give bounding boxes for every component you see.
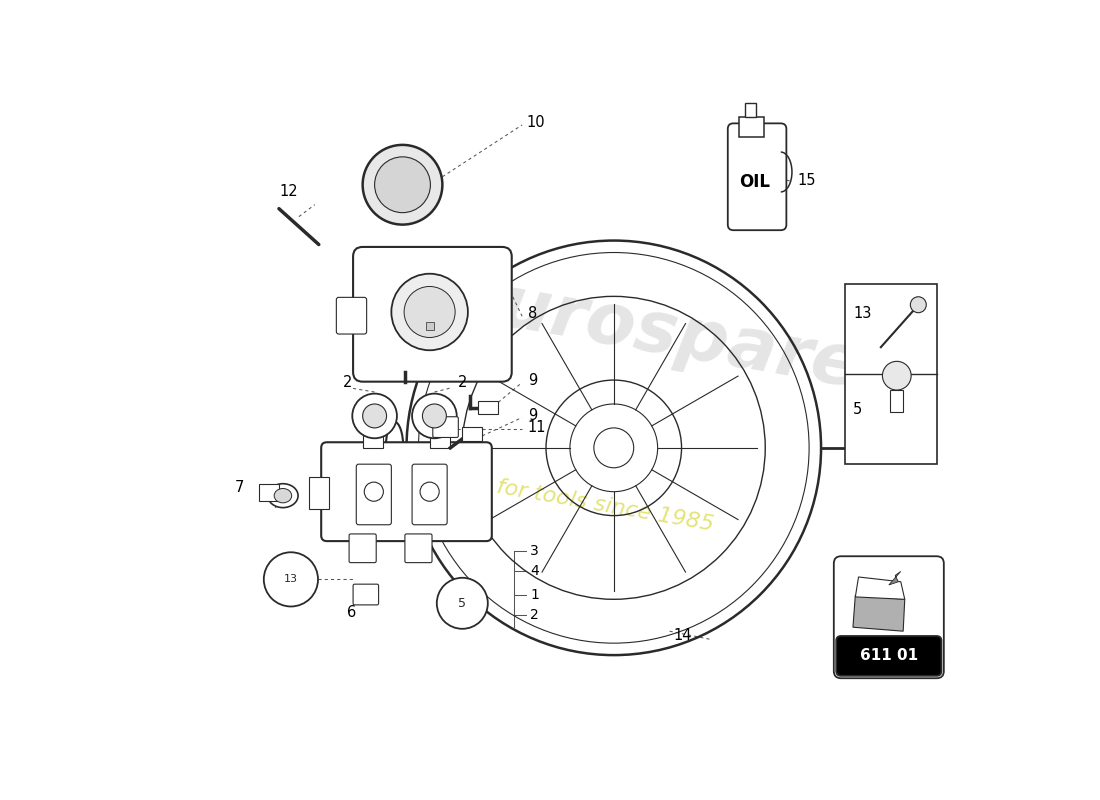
- Text: 11: 11: [528, 421, 547, 435]
- Text: 9: 9: [528, 409, 537, 423]
- Circle shape: [404, 286, 455, 338]
- Circle shape: [375, 157, 430, 213]
- Text: a passion for tools since 1985: a passion for tools since 1985: [384, 457, 716, 534]
- Text: 5: 5: [852, 402, 862, 418]
- Text: 8: 8: [528, 306, 537, 322]
- FancyBboxPatch shape: [353, 247, 512, 382]
- Text: 6: 6: [346, 605, 356, 619]
- Text: 10: 10: [526, 115, 544, 130]
- Bar: [845, 285, 937, 464]
- Circle shape: [911, 297, 926, 313]
- Circle shape: [882, 362, 911, 390]
- Circle shape: [363, 404, 386, 428]
- Ellipse shape: [267, 484, 298, 508]
- Text: OIL: OIL: [739, 173, 770, 190]
- Circle shape: [392, 274, 468, 350]
- Bar: [739, 117, 764, 137]
- FancyBboxPatch shape: [356, 464, 392, 525]
- Bar: [309, 478, 329, 510]
- Text: 2: 2: [343, 375, 352, 390]
- Polygon shape: [734, 137, 781, 213]
- Text: 13: 13: [284, 574, 298, 584]
- Polygon shape: [889, 571, 901, 585]
- Bar: [430, 430, 450, 448]
- Text: 13: 13: [852, 306, 871, 321]
- FancyBboxPatch shape: [834, 556, 944, 678]
- FancyBboxPatch shape: [353, 584, 378, 605]
- FancyBboxPatch shape: [321, 442, 492, 541]
- Text: 2: 2: [459, 375, 468, 390]
- Polygon shape: [856, 577, 905, 599]
- Text: 3: 3: [530, 545, 539, 558]
- Text: 7: 7: [235, 480, 244, 495]
- FancyBboxPatch shape: [412, 464, 448, 525]
- Text: 611 01: 611 01: [860, 649, 917, 663]
- Bar: [258, 484, 279, 502]
- Polygon shape: [852, 595, 905, 631]
- Text: eurospares: eurospares: [447, 262, 909, 410]
- Bar: [890, 390, 903, 411]
- Circle shape: [422, 404, 447, 428]
- Circle shape: [902, 437, 924, 459]
- Text: 15: 15: [798, 174, 815, 188]
- FancyBboxPatch shape: [337, 298, 366, 334]
- Bar: [478, 401, 498, 414]
- Text: 2: 2: [530, 608, 539, 622]
- Circle shape: [264, 552, 318, 606]
- Text: 14: 14: [673, 628, 692, 642]
- FancyBboxPatch shape: [349, 534, 376, 562]
- Circle shape: [412, 394, 456, 438]
- FancyBboxPatch shape: [728, 123, 786, 230]
- FancyBboxPatch shape: [432, 417, 459, 438]
- Text: 1: 1: [530, 588, 539, 602]
- Text: 4: 4: [530, 565, 539, 578]
- Bar: [462, 427, 482, 442]
- Text: 5: 5: [459, 597, 466, 610]
- Circle shape: [352, 394, 397, 438]
- Bar: [426, 322, 433, 330]
- Bar: [745, 102, 756, 117]
- Text: 9: 9: [528, 373, 537, 387]
- Circle shape: [437, 578, 487, 629]
- FancyBboxPatch shape: [405, 534, 432, 562]
- Ellipse shape: [274, 489, 292, 503]
- Bar: [363, 430, 383, 448]
- Circle shape: [363, 145, 442, 225]
- FancyBboxPatch shape: [836, 636, 942, 676]
- Text: 12: 12: [279, 184, 298, 198]
